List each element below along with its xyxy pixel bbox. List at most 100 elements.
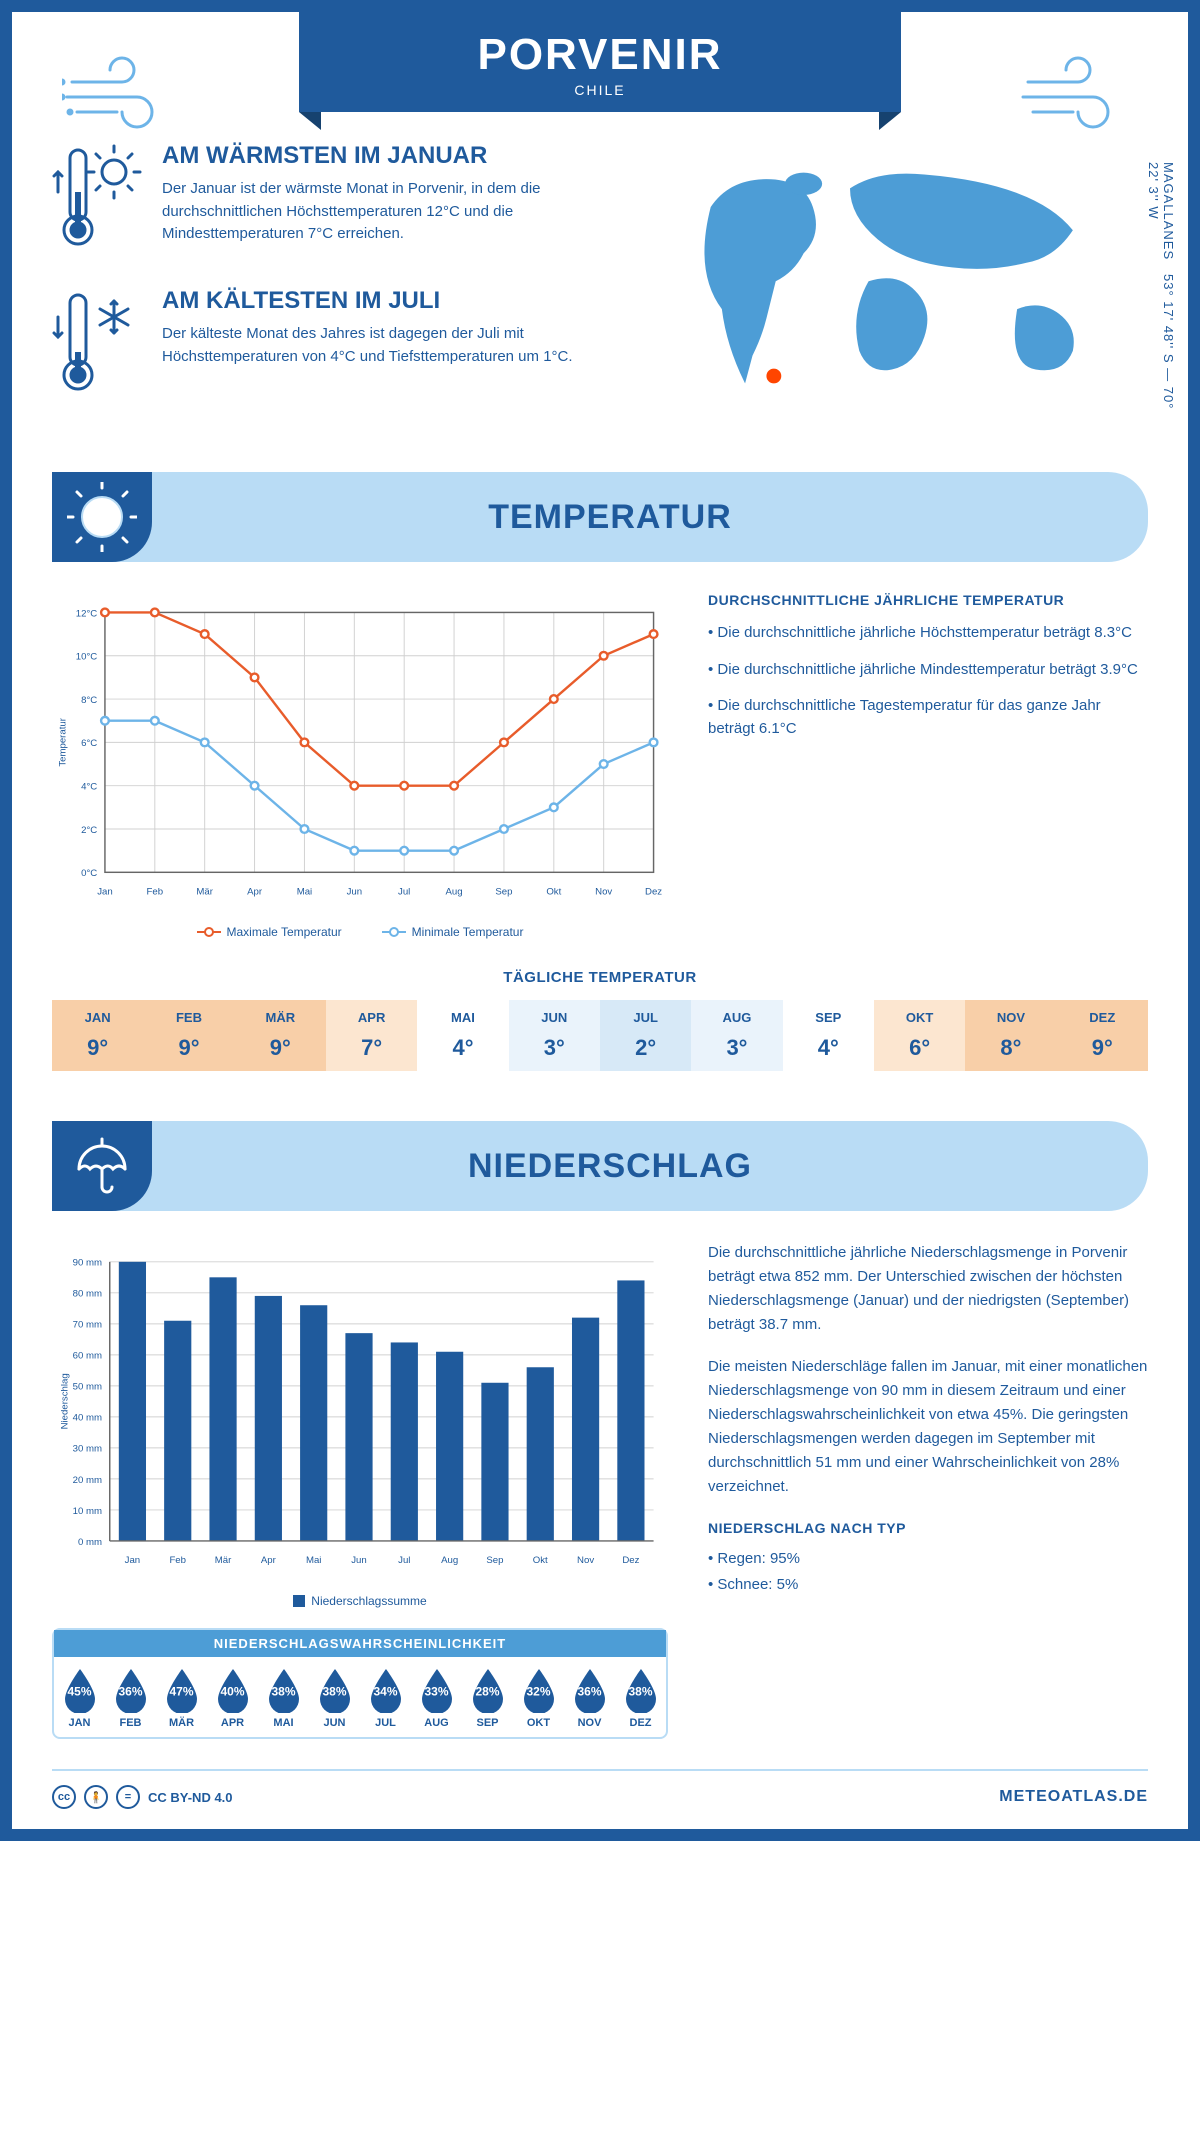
svg-text:10 mm: 10 mm (73, 1506, 102, 1517)
svg-text:0 mm: 0 mm (78, 1537, 102, 1548)
intro-row: AM WÄRMSTEN IM JANUAR Der Januar ist der… (52, 142, 1148, 432)
prob-row: 45% JAN 36% FEB 47% MÄR 40% APR 38% MAI … (54, 1657, 666, 1737)
brand: METEOATLAS.DE (999, 1788, 1148, 1806)
raindrop-icon: 38% (316, 1667, 354, 1713)
svg-text:2°C: 2°C (81, 825, 97, 836)
raindrop-icon: 38% (622, 1667, 660, 1713)
daily-temp-table: JAN9°FEB9°MÄR9°APR7°MAI4°JUN3°JUL2°AUG3°… (52, 1000, 1148, 1071)
raindrop-icon: 47% (163, 1667, 201, 1713)
section-header-temperature: TEMPERATUR (52, 472, 1148, 562)
prob-cell: 38% DEZ (615, 1657, 666, 1737)
temperature-info: DURCHSCHNITTLICHE JÄHRLICHE TEMPERATUR •… (708, 592, 1148, 939)
svg-text:6°C: 6°C (81, 738, 97, 749)
precip-type-snow: • Schnee: 5% (708, 1573, 1148, 1597)
cc-icon: cc (52, 1785, 76, 1809)
svg-text:Jun: Jun (351, 1555, 367, 1566)
daily-cell: DEZ9° (1057, 1000, 1148, 1071)
temp-info-title: DURCHSCHNITTLICHE JÄHRLICHE TEMPERATUR (708, 592, 1148, 608)
raindrop-icon: 40% (214, 1667, 252, 1713)
section-header-precipitation: NIEDERSCHLAG (52, 1121, 1148, 1211)
world-map-box: MAGALLANES 53° 17' 48'' S — 70° 22' 3'' … (645, 142, 1148, 432)
svg-text:Mär: Mär (215, 1555, 232, 1566)
fact-warm: AM WÄRMSTEN IM JANUAR Der Januar ist der… (52, 142, 605, 257)
svg-text:Aug: Aug (441, 1555, 458, 1566)
precip-legend: Niederschlagssumme (52, 1594, 668, 1608)
section-title: TEMPERATUR (152, 498, 1148, 537)
temp-bullet: • Die durchschnittliche Tagestemperatur … (708, 695, 1148, 740)
raindrop-icon: 45% (61, 1667, 99, 1713)
svg-text:Jan: Jan (125, 1555, 140, 1566)
header-banner: PORVENIR CHILE (299, 12, 902, 112)
raindrop-icon: 33% (418, 1667, 456, 1713)
daily-cell: OKT6° (874, 1000, 965, 1071)
prob-cell: 45% JAN (54, 1657, 105, 1737)
prob-cell: 36% NOV (564, 1657, 615, 1737)
precipitation-chart: 0 mm10 mm20 mm30 mm40 mm50 mm60 mm70 mm8… (52, 1241, 668, 1739)
sun-icon (52, 472, 152, 562)
temp-legend: Maximale Temperatur Minimale Temperatur (52, 925, 668, 939)
svg-text:Dez: Dez (622, 1555, 639, 1566)
prob-cell: 38% MAI (258, 1657, 309, 1737)
temperature-chart: 0°C2°C4°C6°C8°C10°C12°CJanFebMärAprMaiJu… (52, 592, 668, 939)
wind-icon (62, 52, 182, 142)
precip-probability-box: NIEDERSCHLAGSWAHRSCHEINLICHKEIT 45% JAN … (52, 1628, 668, 1739)
raindrop-icon: 28% (469, 1667, 507, 1713)
daily-cell: JAN9° (52, 1000, 143, 1071)
svg-text:Feb: Feb (169, 1555, 186, 1566)
by-icon: 🧍 (84, 1785, 108, 1809)
location-marker-icon (765, 367, 784, 386)
svg-text:Apr: Apr (247, 886, 263, 897)
daily-cell: AUG3° (691, 1000, 782, 1071)
precipitation-row: 0 mm10 mm20 mm30 mm40 mm50 mm60 mm70 mm8… (52, 1241, 1148, 1739)
prob-cell: 33% AUG (411, 1657, 462, 1737)
daily-cell: APR7° (326, 1000, 417, 1071)
svg-text:Mai: Mai (297, 886, 312, 897)
nd-icon: = (116, 1785, 140, 1809)
svg-text:90 mm: 90 mm (73, 1258, 102, 1269)
section-title: NIEDERSCHLAG (152, 1147, 1148, 1186)
daily-cell: MÄR9° (235, 1000, 326, 1071)
svg-text:Nov: Nov (595, 886, 612, 897)
prob-cell: 47% MÄR (156, 1657, 207, 1737)
page: PORVENIR CHILE (0, 0, 1200, 1841)
fact-cold: AM KÄLTESTEN IM JULI Der kälteste Monat … (52, 287, 605, 402)
raindrop-icon: 36% (112, 1667, 150, 1713)
svg-text:Dez: Dez (645, 886, 662, 897)
fact-cold-body: AM KÄLTESTEN IM JULI Der kälteste Monat … (162, 287, 605, 402)
fact-cold-text: Der kälteste Monat des Jahres ist dagege… (162, 323, 605, 368)
prob-cell: 28% SEP (462, 1657, 513, 1737)
raindrop-icon: 38% (265, 1667, 303, 1713)
svg-text:Aug: Aug (446, 886, 463, 897)
daily-cell: FEB9° (143, 1000, 234, 1071)
prob-cell: 36% FEB (105, 1657, 156, 1737)
svg-text:Sep: Sep (495, 886, 512, 897)
thermometer-sun-icon (52, 142, 142, 257)
svg-text:Apr: Apr (261, 1555, 277, 1566)
svg-text:80 mm: 80 mm (73, 1289, 102, 1300)
fact-cold-title: AM KÄLTESTEN IM JULI (162, 287, 605, 315)
license-text: CC BY-ND 4.0 (148, 1790, 233, 1805)
daily-cell: JUL2° (600, 1000, 691, 1071)
daily-cell: SEP4° (783, 1000, 874, 1071)
raindrop-icon: 36% (571, 1667, 609, 1713)
svg-text:30 mm: 30 mm (73, 1444, 102, 1455)
temp-bullet: • Die durchschnittliche jährliche Höchst… (708, 622, 1148, 645)
svg-text:50 mm: 50 mm (73, 1382, 102, 1393)
raindrop-icon: 32% (520, 1667, 558, 1713)
svg-text:Jul: Jul (398, 1555, 410, 1566)
svg-text:0°C: 0°C (81, 868, 97, 879)
precip-type-rain: • Regen: 95% (708, 1547, 1148, 1571)
svg-text:70 mm: 70 mm (73, 1320, 102, 1331)
svg-text:Okt: Okt (533, 1555, 548, 1566)
svg-text:Niederschlag: Niederschlag (59, 1373, 70, 1429)
daily-cell: JUN3° (509, 1000, 600, 1071)
svg-text:Temperatur: Temperatur (57, 717, 68, 766)
svg-text:Nov: Nov (577, 1555, 594, 1566)
intro-facts: AM WÄRMSTEN IM JANUAR Der Januar ist der… (52, 142, 605, 432)
svg-text:20 mm: 20 mm (73, 1475, 102, 1486)
wind-icon (1018, 52, 1138, 142)
prob-title: NIEDERSCHLAGSWAHRSCHEINLICHKEIT (54, 1630, 666, 1657)
city-name: PORVENIR (299, 30, 902, 80)
thermometer-snow-icon (52, 287, 142, 402)
svg-text:Mär: Mär (196, 886, 213, 897)
